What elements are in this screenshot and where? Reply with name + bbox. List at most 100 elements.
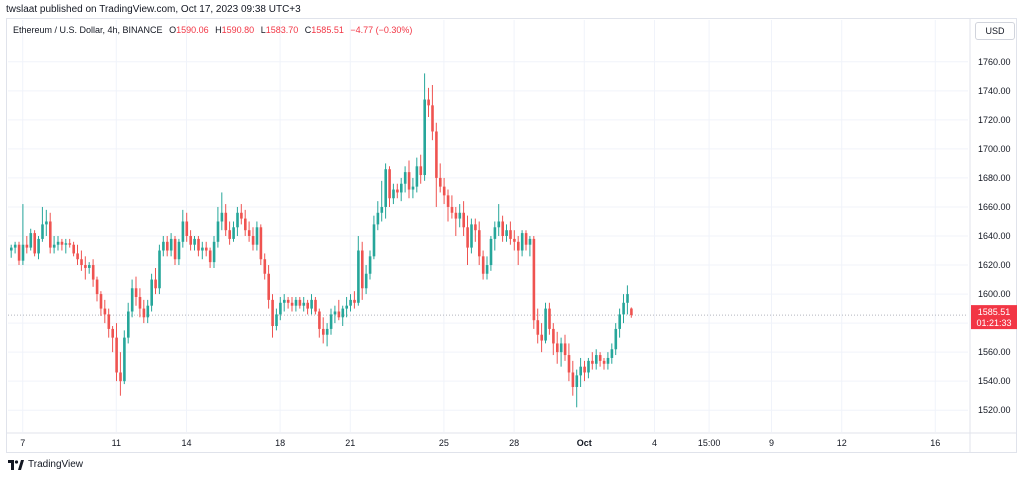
candle-body xyxy=(134,288,138,297)
candle-body xyxy=(372,224,376,257)
candle-body xyxy=(384,169,387,207)
time-tick-label: 11 xyxy=(112,438,121,448)
candle-body xyxy=(251,236,255,245)
candle-body xyxy=(169,238,173,251)
candle-body xyxy=(80,259,83,266)
candle-body xyxy=(349,299,352,306)
candle-body xyxy=(322,328,325,335)
candle-body xyxy=(115,337,118,373)
candle-body xyxy=(25,244,29,248)
candle-body xyxy=(259,227,263,260)
candle-body xyxy=(552,328,555,344)
candle-body xyxy=(341,308,345,318)
candle-body xyxy=(392,189,395,199)
time-tick-label: 7 xyxy=(20,438,25,448)
low-label: L xyxy=(260,25,266,35)
candle-body xyxy=(501,221,504,236)
candle-body xyxy=(427,99,430,106)
candle-body xyxy=(286,299,290,303)
price-tick-label: 1620.00 xyxy=(978,260,1011,270)
candle-body xyxy=(396,189,399,193)
candle-body xyxy=(536,320,540,335)
candle-body xyxy=(446,195,450,207)
tradingview-brand-text: TradingView xyxy=(28,459,84,470)
candle-body xyxy=(130,288,134,312)
price-axis: 1520.001540.001560.001580.001600.001620.… xyxy=(969,18,1011,453)
candle-body xyxy=(314,299,317,312)
candle-body xyxy=(318,311,321,329)
candle-body xyxy=(84,265,87,268)
change-value: −4.77 (−0.30%) xyxy=(350,25,413,35)
candle-body xyxy=(513,238,516,242)
candle-body xyxy=(485,265,489,274)
candle-body xyxy=(283,299,286,303)
price-tick-label: 1760.00 xyxy=(978,57,1011,67)
candle-body xyxy=(306,302,309,309)
candle-body xyxy=(524,233,528,245)
candle-body xyxy=(10,247,13,251)
close-label: C xyxy=(304,25,312,35)
candle-body xyxy=(142,308,146,318)
published-by-text: twslaat published on TradingView.com, Oc… xyxy=(6,4,301,15)
candle-body xyxy=(45,221,48,225)
candle-body xyxy=(559,343,563,353)
candle-body xyxy=(99,294,103,309)
candle-body xyxy=(37,238,40,254)
candle-body xyxy=(21,244,25,261)
open-label: O xyxy=(169,25,177,35)
candle-body xyxy=(556,343,559,353)
candle-body xyxy=(263,259,267,274)
time-axis: 7 11 14 18 21 25 28 Oct 4 15:00 9 12 16 xyxy=(6,432,1017,448)
candle-body xyxy=(380,206,384,213)
tradingview-logo[interactable]: TradingView xyxy=(8,459,83,470)
candle-body xyxy=(532,238,536,321)
candle-body xyxy=(103,308,107,315)
candle-body xyxy=(544,308,547,341)
candle-body xyxy=(181,221,185,242)
candle-body xyxy=(415,166,419,187)
candle-body xyxy=(158,250,161,289)
candle-body xyxy=(224,212,228,231)
candle-body xyxy=(462,212,465,228)
candle-body xyxy=(528,238,532,245)
candle-body xyxy=(212,241,216,263)
candle-body xyxy=(345,305,348,309)
candle-body xyxy=(509,230,512,239)
candle-body xyxy=(166,241,169,251)
candle-body xyxy=(216,221,220,242)
candle-body xyxy=(400,183,403,193)
candle-body xyxy=(548,308,551,329)
candle-body xyxy=(95,279,99,295)
price-tick-label: 1560.00 xyxy=(978,347,1011,357)
candle-body xyxy=(470,224,473,248)
candle-body xyxy=(60,241,64,245)
candle-body xyxy=(626,294,629,303)
low-value: 1583.70 xyxy=(265,25,299,35)
candle-body xyxy=(368,256,372,274)
time-tick-label: 4 xyxy=(652,438,657,448)
candle-body xyxy=(162,241,165,251)
candle-body xyxy=(466,227,469,248)
candle-body xyxy=(520,233,524,251)
time-tick-label: 21 xyxy=(345,438,355,448)
candle-body xyxy=(138,296,142,309)
time-tick-label: 9 xyxy=(769,438,774,448)
candle-body xyxy=(419,166,423,176)
candle-body xyxy=(423,99,426,176)
candle-body xyxy=(154,279,157,289)
candle-body xyxy=(618,314,621,329)
last-price-value: 1585.51 xyxy=(978,307,1011,317)
candle-body xyxy=(201,247,204,251)
price-tick-label: 1600.00 xyxy=(978,289,1011,299)
candle-body xyxy=(111,328,114,338)
currency-selector[interactable]: USD xyxy=(975,22,1015,40)
candle-body xyxy=(173,238,177,260)
candle-body xyxy=(439,177,442,187)
time-tick-label: 14 xyxy=(181,438,191,448)
close-value: 1585.51 xyxy=(311,25,344,35)
high-label: H xyxy=(215,25,222,35)
candle-body xyxy=(244,218,247,231)
candle-body xyxy=(298,299,302,306)
candle-body xyxy=(236,212,239,228)
